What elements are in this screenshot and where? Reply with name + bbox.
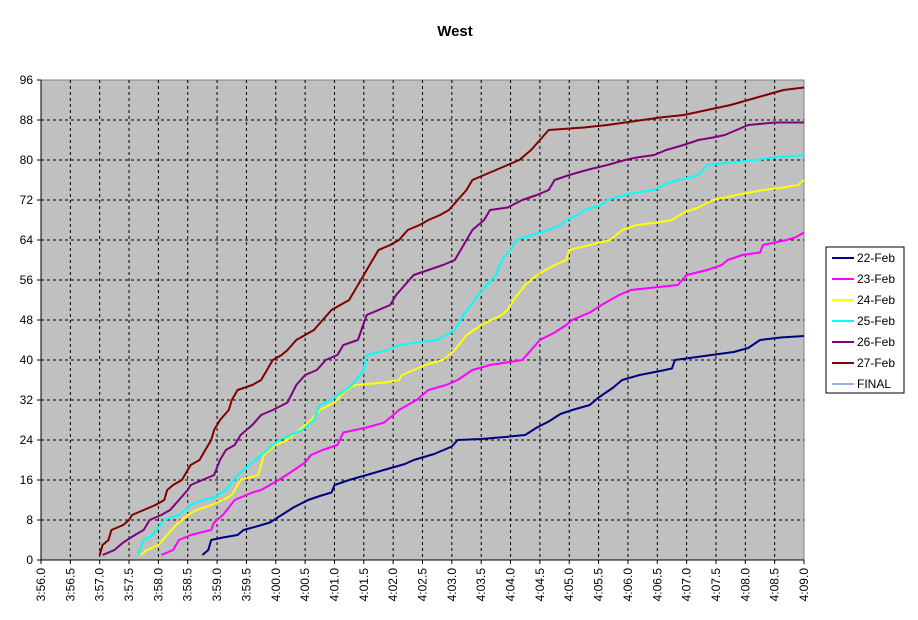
x-tick-label: 4:07.5 [709, 568, 723, 602]
series-line-25-feb [136, 154, 805, 556]
x-tick-label: 3:56.5 [63, 568, 77, 602]
legend-label: 25-Feb [857, 314, 895, 328]
x-tick-label: 4:08.5 [768, 568, 782, 602]
plot-area [40, 79, 805, 561]
legend-label: FINAL [857, 377, 891, 391]
x-tick-label: 3:59.5 [239, 568, 253, 602]
x-tick-label: 4:00.0 [269, 568, 283, 602]
series-line-24-feb [140, 179, 805, 556]
x-tick-label: 4:04.5 [533, 568, 547, 602]
gridlines [41, 80, 804, 560]
y-tick-label: 56 [20, 273, 34, 287]
y-tick-label: 16 [20, 473, 34, 487]
series-line-27-feb [98, 86, 805, 556]
x-tick-label: 3:58.0 [151, 568, 165, 602]
x-tick-label: 3:57.5 [122, 568, 136, 602]
x-tick-label: 4:08.0 [738, 568, 752, 602]
x-tick-label: 3:59.0 [210, 568, 224, 602]
y-tick-label: 80 [20, 153, 34, 167]
x-tick-label: 4:02.5 [416, 568, 430, 602]
x-tick-label: 4:01.5 [357, 568, 371, 602]
x-tick-label: 3:57.0 [93, 568, 107, 602]
x-tick-label: 4:01.0 [327, 568, 341, 602]
y-tick-label: 8 [26, 513, 33, 527]
legend-label: 23-Feb [857, 272, 895, 286]
x-tick-label: 4:06.0 [621, 568, 635, 602]
series-line-26-feb [102, 121, 804, 556]
x-tick-label: 4:09.0 [797, 568, 811, 602]
x-axis: 3:56.0 3:56.5 3:57.0 3:57.5 3:58.0 3:58.5 3:59… [34, 559, 811, 602]
x-tick-label: 4:00.5 [298, 568, 312, 602]
y-tick-label: 32 [20, 393, 34, 407]
x-tick-label: 4:05.5 [592, 568, 606, 602]
x-tick-label: 4:03.5 [474, 568, 488, 602]
x-tick-label: 4:06.5 [650, 568, 664, 602]
series-line-22-feb [201, 335, 805, 556]
y-tick-label: 96 [20, 73, 34, 87]
x-tick-label: 3:58.5 [181, 568, 195, 602]
y-tick-label: 88 [20, 113, 34, 127]
y-tick-label: 64 [20, 233, 34, 247]
y-axis: 0 8 16 24 32 40 48 56 64 72 80 88 96 [20, 73, 42, 567]
legend-label: 27-Feb [857, 356, 895, 370]
x-tick-label: 4:07.0 [680, 568, 694, 602]
y-tick-label: 24 [20, 433, 34, 447]
chart-title: West [437, 23, 473, 40]
legend-label: 26-Feb [857, 335, 895, 349]
legend-label: 24-Feb [857, 293, 895, 307]
legend: 22-Feb 23-Feb 24-Feb 25-Feb 26-Feb 27-Feb FINA… [825, 246, 905, 394]
x-tick-label: 4:03.0 [445, 568, 459, 602]
x-tick-label: 4:02.0 [386, 568, 400, 602]
x-tick-label: 3:56.0 [34, 568, 48, 602]
x-tick-label: 4:04.0 [504, 568, 518, 602]
y-tick-label: 72 [20, 193, 34, 207]
y-tick-label: 40 [20, 353, 34, 367]
y-tick-label: 0 [26, 553, 33, 567]
series-line-23-feb [160, 231, 805, 556]
y-tick-label: 48 [20, 313, 34, 327]
x-tick-label: 4:05.0 [562, 568, 576, 602]
legend-label: 22-Feb [857, 251, 895, 265]
series-layer [98, 86, 805, 556]
